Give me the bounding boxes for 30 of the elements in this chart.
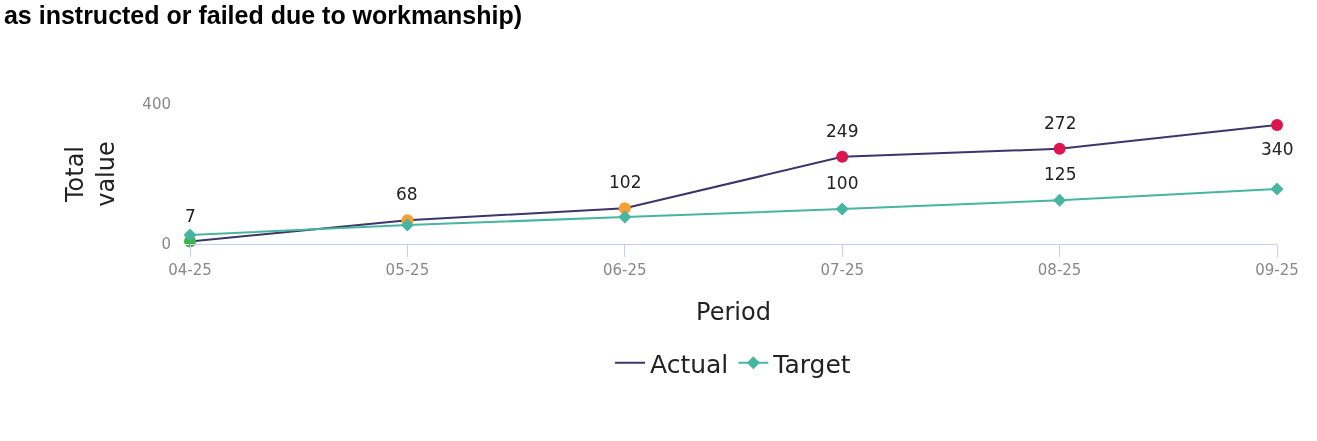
x-tick-label: 09-25 — [1255, 261, 1299, 279]
point — [1270, 182, 1284, 196]
legend-label: Target — [772, 349, 851, 379]
data-label: 125 — [1044, 164, 1077, 184]
point — [1053, 193, 1067, 207]
y-tick-label: 400 — [142, 95, 171, 114]
y-tick-label: 0 — [161, 235, 171, 254]
x-tick-label: 04-25 — [168, 261, 212, 279]
data-label: 249 — [826, 121, 859, 141]
point — [835, 202, 849, 216]
data-label: 68 — [396, 184, 418, 204]
point — [400, 218, 414, 232]
x-axis-title: Period — [696, 298, 771, 327]
y-axis-title: Total value — [61, 141, 121, 207]
data-label: 272 — [1044, 113, 1077, 133]
x-tick-label: 08-25 — [1037, 261, 1082, 279]
chart-title: as instructed or failed due to workmanship) — [3, 1, 523, 30]
x-tick-label: 06-25 — [603, 261, 647, 279]
point — [1053, 142, 1066, 155]
data-label: 100 — [826, 173, 859, 193]
legend-label: Actual — [650, 349, 729, 379]
x-tick-label: 07-25 — [820, 261, 864, 279]
data-label: 340 — [1261, 139, 1294, 159]
data-label: 7 — [185, 206, 196, 226]
point — [836, 150, 849, 163]
point — [1271, 119, 1283, 131]
point — [618, 210, 632, 224]
point — [183, 228, 197, 242]
x-tick-label: 05-25 — [385, 261, 430, 279]
data-label: 102 — [609, 172, 642, 192]
